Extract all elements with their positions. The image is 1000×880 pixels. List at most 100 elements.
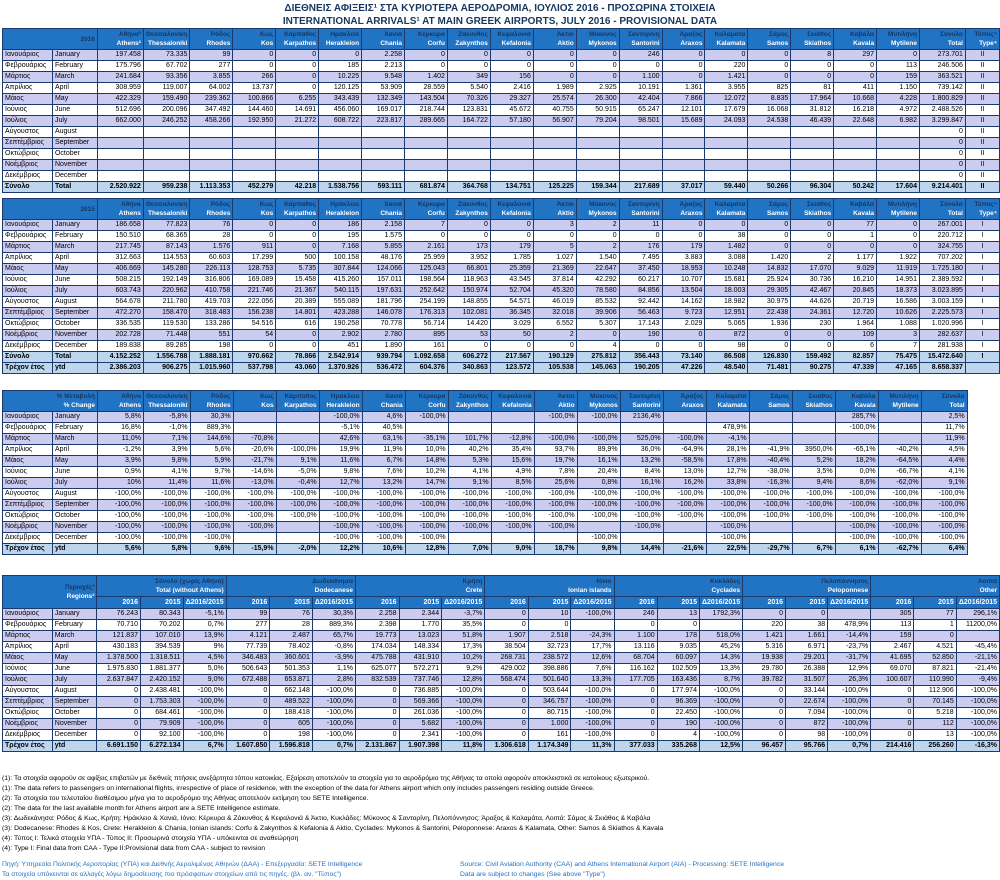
region-group-greek: Σύνολο (χωρίς Αθήνα) (155, 578, 224, 585)
header-row: 2016 Αθήνα² Athens² Θεσσαλονίκη Thessaloniki… (2, 28, 1000, 50)
value-cell: 3.855 (189, 71, 234, 83)
month-label-greek: Οκτώβριος (2, 148, 53, 160)
value-cell: 15.472.640 (918, 351, 966, 363)
table-row: Αύγουστος August 0 II (2, 126, 1000, 138)
value-cell (790, 148, 835, 160)
month-label-english: ytd (51, 362, 98, 374)
column-header-greek: Ρόδος (210, 31, 231, 38)
column-header-english: Kos (260, 210, 274, 217)
value-cell: 1.538.756 (318, 181, 363, 193)
value-cell: 0 (613, 729, 658, 741)
value-cell: 3.029 (489, 318, 534, 330)
value-cell: 1.975.830 (96, 663, 141, 675)
value-cell: 92.100 (139, 729, 184, 741)
value-cell: 0 (613, 685, 658, 697)
value-cell: 1.964 (833, 318, 878, 330)
value-cell: 9,8% (318, 466, 363, 478)
type-cell (964, 362, 1000, 374)
month-label-greek: Οκτώβριος (2, 510, 53, 522)
value-cell: 0 (532, 60, 577, 72)
value-cell: -100,0% (275, 510, 320, 522)
value-cell: 99 (189, 49, 234, 61)
value-cell: 0 (742, 696, 787, 708)
month-label-english: April (51, 82, 98, 94)
value-cell: 872 (704, 329, 749, 341)
value-cell: 1.936 (747, 318, 792, 330)
value-cell: 181.796 (361, 296, 405, 308)
value-cell: 0 (918, 170, 966, 182)
table-row: Οκτώβριος October 0 684.461 -100,0% 0 188.418-… (2, 707, 1000, 719)
value-cell (275, 521, 320, 533)
value-cell: 0 (742, 707, 787, 719)
value-cell: 939.794 (361, 351, 405, 363)
column-header-english: Kalamata (716, 40, 746, 47)
month-label-greek: Ιούλιος (2, 285, 53, 297)
column-header-greek: Σκιάθος (806, 31, 832, 38)
value-cell: -100,0% (570, 707, 615, 719)
month-label-english: May (51, 263, 98, 275)
value-cell: 85.532 (575, 296, 620, 308)
value-cell: 22,5% (705, 543, 750, 555)
value-cell: 1 (833, 230, 878, 242)
value-cell: 5,6% (97, 543, 144, 555)
type-cell: I (964, 296, 1000, 308)
value-cell (532, 159, 577, 171)
value-cell: -100,0% (232, 499, 277, 511)
value-cell: 4.972 (876, 104, 920, 116)
value-cell: 1.888.181 (189, 351, 234, 363)
value-cell: 4.121 (225, 630, 271, 642)
value-cell (489, 126, 534, 138)
value-cell: 0 (96, 707, 141, 719)
value-cell: 18.953 (661, 263, 706, 275)
value-cell: 0 (747, 71, 792, 83)
value-cell: 14.420 (446, 318, 491, 330)
table-row: Ιανουάριος January 76.243 80.343 -5,1% 99 76 30… (2, 608, 1000, 620)
value-cell: 11,6% (189, 477, 234, 489)
value-cell: 16.210 (833, 274, 878, 286)
month-label-english: December (51, 729, 98, 741)
value-cell: 1.174.349 (527, 740, 572, 752)
value-cell: 411 (833, 82, 878, 94)
month-label-greek: Ιούνιος (2, 104, 53, 116)
value-cell: 113 (870, 619, 915, 631)
type-cell: I (964, 263, 1000, 275)
value-cell: -100,0% (404, 510, 449, 522)
value-cell: 0 (613, 707, 658, 719)
value-cell: 0 (96, 718, 141, 730)
month-label-greek: Νοέμβριος (2, 521, 53, 533)
value-cell: 0 (575, 230, 620, 242)
column-header-english: Athens² (116, 40, 141, 47)
value-cell: -100,0% (275, 444, 320, 456)
column-header: Κεφαλονιά Kefalonia (489, 28, 534, 50)
value-cell: 217.745 (96, 241, 144, 253)
value-cell: -100,0% (182, 707, 227, 719)
value-cell: 52.850 (913, 652, 957, 664)
value-cell: 0 (913, 630, 957, 642)
value-cell (618, 159, 663, 171)
month-label-greek: Απρίλιος (2, 82, 53, 94)
month-label-greek: Νοέμβριος (2, 329, 53, 341)
month-label-greek: Απρίλιος (2, 641, 53, 653)
table-row: Μάρτιος March 11,0% 7,1% 144,6% -70,8% 42,6% 63… (2, 433, 968, 445)
value-cell: 93.356 (142, 71, 191, 83)
value-cell: 512.696 (96, 104, 144, 116)
value-cell: 82.857 (833, 351, 878, 363)
value-cell: 2.518 (527, 630, 572, 642)
month-label-english: February (52, 422, 98, 434)
value-cell: 150.510 (96, 230, 144, 242)
value-cell: 568.474 (484, 674, 529, 686)
table-row: Μάιος May 3,9% 9,8% 5,9% -21,7% 9,1% 11,6% 6,7% 1… (2, 455, 968, 467)
column-header-english: Kalamata (717, 402, 747, 409)
value-cell: -100,0% (533, 488, 578, 500)
value-cell: 1.907.398 (398, 740, 443, 752)
value-cell: 0 (918, 159, 966, 171)
month-label-greek: Νοέμβριος (2, 718, 53, 730)
value-cell: 50.266 (747, 181, 792, 193)
value-cell: 14,7% (404, 477, 449, 489)
value-cell (489, 148, 534, 160)
value-cell (232, 422, 277, 434)
value-cell (747, 137, 792, 149)
value-cell: 6.272.134 (139, 740, 184, 752)
value-cell: 8.658.337 (918, 362, 966, 374)
column-header-greek: Καλαμάτα (714, 31, 746, 38)
